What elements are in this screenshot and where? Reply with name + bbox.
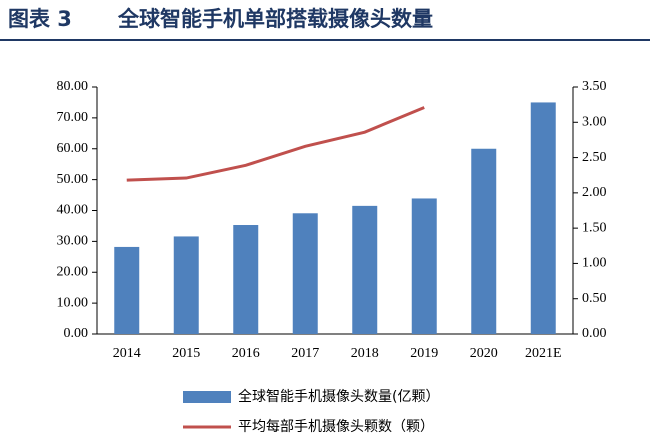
y-tick-label: 80.00 <box>57 79 89 94</box>
bar <box>471 148 497 334</box>
y2-tick-label: 2.50 <box>582 150 607 165</box>
bar <box>411 198 437 334</box>
bar <box>292 213 318 334</box>
y-tick-label: 70.00 <box>57 110 89 125</box>
x-tick-label: 2019 <box>410 346 438 361</box>
bar <box>233 225 259 334</box>
y2-tick-label: 1.50 <box>582 220 607 235</box>
y2-tick-label: 0.00 <box>582 326 607 341</box>
y-tick-label: 20.00 <box>57 264 89 279</box>
x-tick-label: 2021E <box>525 346 562 361</box>
figure-label: 图表 3 <box>8 7 72 31</box>
y-tick-label: 60.00 <box>57 141 89 156</box>
legend-label: 平均每部手机摄像头颗数（颗） <box>238 419 434 435</box>
x-tick-label: 2018 <box>351 346 379 361</box>
y2-tick-label: 0.50 <box>582 291 607 306</box>
y2-tick-label: 1.00 <box>582 256 607 271</box>
chart-title: 全球智能手机单部搭载摄像头数量 <box>117 7 433 31</box>
x-tick-label: 2014 <box>113 346 141 361</box>
bar <box>352 205 378 334</box>
legend-swatch <box>183 391 231 403</box>
y2-tick-label: 3.50 <box>582 79 607 94</box>
x-tick-label: 2017 <box>291 346 319 361</box>
x-tick-label: 2016 <box>232 346 260 361</box>
y-tick-label: 50.00 <box>57 172 89 187</box>
x-tick-label: 2015 <box>172 346 200 361</box>
x-tick-label: 2020 <box>470 346 498 361</box>
y-tick-label: 40.00 <box>57 203 89 218</box>
bar <box>530 102 556 334</box>
line <box>126 106 425 182</box>
bar <box>114 246 140 334</box>
y-tick-label: 0.00 <box>64 326 89 341</box>
y2-tick-label: 3.00 <box>582 115 607 130</box>
legend-label: 全球智能手机摄像头数量(亿颗） <box>238 388 439 405</box>
y-tick-label: 30.00 <box>57 234 89 249</box>
y-tick-label: 10.00 <box>57 295 89 310</box>
y2-tick-label: 2.00 <box>582 185 607 200</box>
bar <box>173 236 199 334</box>
